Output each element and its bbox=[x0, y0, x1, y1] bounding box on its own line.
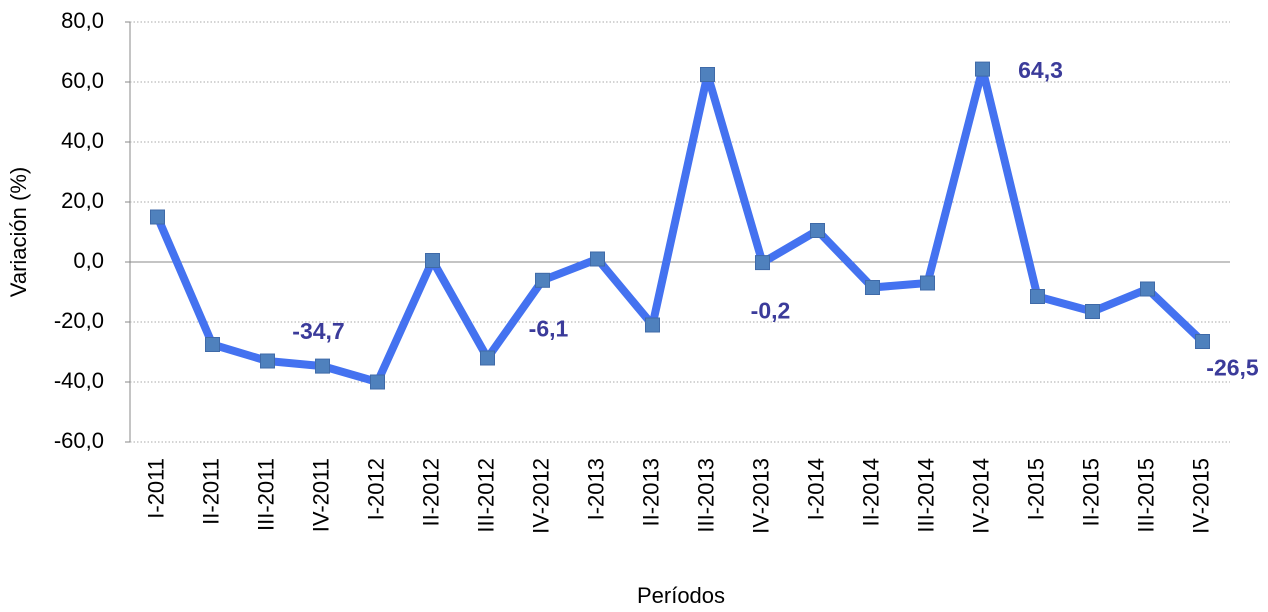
x-tick-label: I-2013 bbox=[583, 458, 608, 520]
marker bbox=[1085, 304, 1100, 319]
value-label: 64,3 bbox=[1018, 57, 1063, 83]
x-tick-label: IV-2015 bbox=[1188, 458, 1213, 534]
marker bbox=[1195, 334, 1210, 349]
y-tick-label: -20,0 bbox=[54, 308, 104, 333]
y-axis-label: Variación (%) bbox=[6, 167, 31, 297]
value-label: -6,1 bbox=[529, 315, 569, 341]
y-tick-label: 60,0 bbox=[61, 68, 104, 93]
value-label: -0,2 bbox=[751, 298, 791, 324]
x-tick-label: III-2013 bbox=[693, 458, 718, 533]
marker bbox=[590, 251, 605, 267]
x-tick-label: II-2011 bbox=[198, 458, 223, 525]
marker bbox=[480, 350, 495, 366]
y-tick-label: 20,0 bbox=[61, 188, 104, 213]
marker bbox=[535, 272, 550, 288]
marker bbox=[920, 275, 935, 291]
x-tick-label: III-2011 bbox=[253, 458, 278, 531]
marker bbox=[315, 358, 330, 374]
value-label: -34,7 bbox=[292, 318, 344, 344]
value-label: -26,5 bbox=[1206, 355, 1259, 381]
marker bbox=[1140, 281, 1155, 297]
x-tick-label: II-2012 bbox=[418, 458, 443, 527]
y-tick-label: 40,0 bbox=[61, 128, 104, 153]
marker bbox=[1030, 289, 1045, 304]
marker bbox=[700, 67, 715, 82]
line bbox=[153, 65, 1206, 386]
x-tick-label: III-2014 bbox=[913, 458, 938, 533]
marker bbox=[425, 253, 440, 268]
marker bbox=[755, 255, 770, 271]
y-tick-label: 0,0 bbox=[73, 248, 104, 273]
x-tick-label: IV-2013 bbox=[748, 458, 773, 534]
x-tick-label: IV-2014 bbox=[968, 458, 993, 534]
y-tick-label: -60,0 bbox=[54, 428, 104, 453]
x-tick-label: I-2012 bbox=[363, 458, 388, 520]
x-tick-label: I-2015 bbox=[1023, 458, 1048, 520]
x-tick-label: II-2015 bbox=[1078, 458, 1103, 527]
x-tick-label: III-2012 bbox=[473, 458, 498, 533]
x-tick-label: III-2015 bbox=[1133, 458, 1158, 533]
x-tick-label: II-2014 bbox=[858, 458, 883, 527]
x-tick-label: IV-2011 bbox=[308, 458, 333, 532]
marker bbox=[260, 353, 275, 369]
x-axis-label: Períodos bbox=[637, 583, 725, 608]
marker bbox=[370, 374, 385, 390]
x-tick-label: I-2011 bbox=[143, 458, 168, 519]
marker bbox=[865, 280, 880, 295]
x-tick-label: I-2014 bbox=[803, 458, 828, 520]
x-tick-label: II-2013 bbox=[638, 458, 663, 527]
marker bbox=[975, 61, 990, 77]
y-tick-label: -40,0 bbox=[54, 368, 104, 393]
marker bbox=[150, 209, 165, 225]
marker bbox=[205, 337, 220, 352]
y-tick-label: 80,0 bbox=[61, 8, 104, 33]
x-tick-label: IV-2012 bbox=[528, 458, 553, 534]
marker bbox=[645, 317, 660, 333]
marker bbox=[810, 223, 825, 238]
